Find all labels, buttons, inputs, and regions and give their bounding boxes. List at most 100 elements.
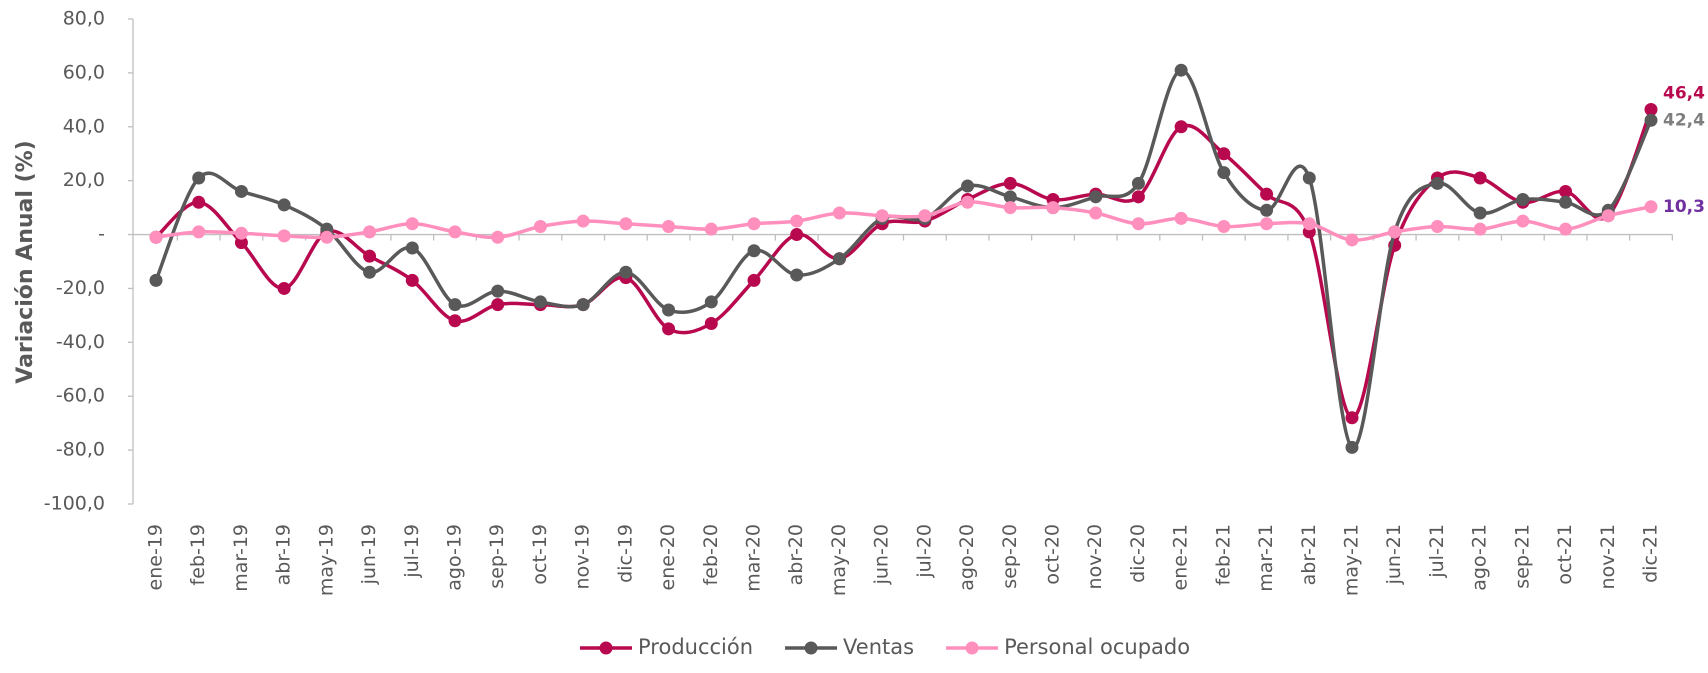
point: [1516, 193, 1530, 207]
y-tick-label: 20,0: [63, 169, 105, 191]
point: [619, 217, 633, 231]
point: [918, 209, 932, 223]
point: [448, 314, 462, 328]
point: [192, 225, 206, 239]
point: [363, 249, 377, 263]
point: [1260, 187, 1274, 201]
point: [1046, 201, 1060, 215]
x-tick-label: may-19: [315, 524, 337, 596]
point: [747, 244, 761, 258]
point: [405, 273, 419, 287]
x-tick-label: jul-20: [913, 524, 935, 579]
point: [1430, 176, 1444, 190]
point: [1174, 63, 1188, 77]
x-tick-label: ago-19: [444, 524, 466, 591]
point: [1345, 440, 1359, 454]
point: [491, 230, 505, 244]
point: [619, 265, 633, 279]
point: [1601, 209, 1615, 223]
point: [1217, 166, 1231, 180]
series-line: [154, 68, 1653, 450]
x-tick-label: dic-20: [1127, 524, 1149, 583]
legend-label: Producción: [638, 635, 753, 659]
point: [405, 217, 419, 231]
point: [277, 281, 291, 295]
point: [662, 322, 676, 336]
y-axis-label: Variación Anual (%): [13, 140, 38, 383]
legend-marker: [965, 641, 979, 655]
point: [491, 298, 505, 312]
point: [576, 214, 590, 228]
point: [832, 206, 846, 220]
point: [704, 222, 718, 236]
point: [277, 198, 291, 212]
point: [961, 179, 975, 193]
point: [662, 219, 676, 233]
x-tick-label: abr-20: [785, 524, 807, 585]
x-tick-label: feb-21: [1212, 524, 1234, 585]
x-tick-label: feb-19: [187, 524, 209, 585]
x-tick-label: ago-20: [956, 524, 978, 591]
point: [1388, 225, 1402, 239]
point: [1003, 176, 1017, 190]
point: [448, 225, 462, 239]
point: [1131, 190, 1145, 204]
point: [1559, 184, 1573, 198]
y-tick-label: -60,0: [56, 385, 105, 407]
x-tick-label: nov-20: [1084, 524, 1106, 589]
point: [1174, 120, 1188, 134]
x-tick-label: mar-20: [743, 524, 765, 592]
x-tick-label: ene-20: [657, 524, 679, 590]
point: [1217, 147, 1231, 161]
point: [1089, 206, 1103, 220]
series-line: [154, 108, 1653, 420]
point: [533, 219, 547, 233]
point: [363, 265, 377, 279]
point: [1559, 222, 1573, 236]
y-tick-label: -40,0: [56, 331, 105, 353]
x-tick-label: sep-20: [999, 524, 1021, 589]
x-tick-label: sep-21: [1511, 524, 1533, 589]
legend-marker: [804, 641, 818, 655]
point: [1644, 103, 1658, 117]
y-tick-label: -: [98, 223, 105, 245]
point: [149, 230, 163, 244]
legend-label: Personal ocupado: [1004, 635, 1190, 659]
point: [1473, 206, 1487, 220]
x-tick-label: mar-19: [230, 524, 252, 592]
point: [875, 209, 889, 223]
x-tick-label: may-20: [828, 524, 850, 596]
point: [1559, 195, 1573, 209]
point: [1260, 217, 1274, 231]
point: [747, 273, 761, 287]
data-label: 46,4: [1663, 84, 1705, 104]
y-tick-label: -100,0: [44, 493, 105, 515]
point: [1302, 171, 1316, 185]
point: [1430, 219, 1444, 233]
point: [790, 228, 804, 242]
point: [747, 217, 761, 231]
x-tick-label: dic-19: [614, 524, 636, 583]
x-tick-label: nov-19: [572, 524, 594, 589]
point: [1345, 411, 1359, 425]
y-tick-label: 40,0: [63, 115, 105, 137]
point: [1644, 113, 1658, 127]
point: [704, 316, 718, 330]
point: [234, 236, 248, 250]
point: [790, 214, 804, 228]
point: [961, 195, 975, 209]
point: [363, 225, 377, 239]
point: [1260, 203, 1274, 217]
x-tick-label: abr-21: [1298, 524, 1320, 585]
x-tick-label: jul-21: [1426, 524, 1448, 579]
point: [448, 298, 462, 312]
data-label: 10,3: [1663, 197, 1705, 217]
y-tick-label: 60,0: [63, 61, 105, 83]
x-tick-label: oct-20: [1042, 524, 1064, 585]
point: [1089, 190, 1103, 204]
x-tick-label: jun-21: [1383, 524, 1405, 585]
legend-marker: [599, 641, 613, 655]
x-tick-label: mar-21: [1255, 524, 1277, 592]
x-tick-label: oct-19: [529, 524, 551, 585]
y-tick-label: -80,0: [56, 439, 105, 461]
